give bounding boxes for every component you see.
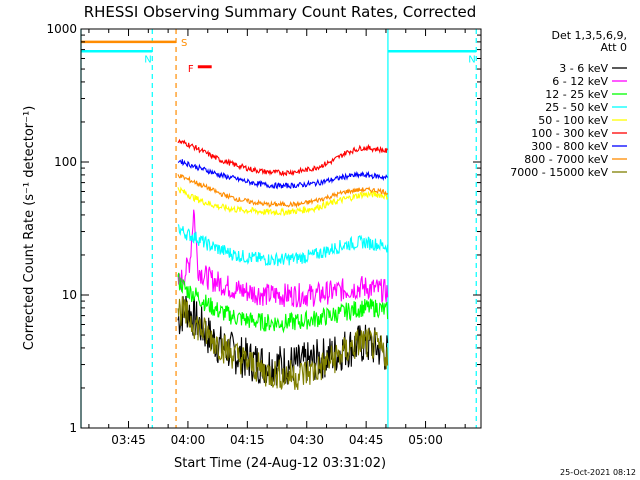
legend-label: 6 - 12 keV — [552, 75, 608, 88]
y-tick-label: 10 — [62, 288, 77, 302]
generated-timestamp: 25-Oct-2021 08:12 — [560, 468, 636, 477]
flag-label: F — [188, 64, 194, 75]
flag-bars: S N N F — [81, 38, 477, 75]
legend-label: 300 - 800 keV — [531, 140, 608, 153]
legend-label: 7000 - 15000 keV — [510, 166, 608, 179]
x-tick-label: 04:00 — [171, 433, 206, 447]
series-line — [177, 272, 389, 334]
series-line — [177, 159, 389, 190]
x-tick-label: 04:15 — [230, 433, 265, 447]
legend-label: 12 - 25 keV — [545, 88, 608, 101]
flag-label: N — [468, 54, 475, 65]
plot-frame — [80, 28, 482, 429]
series-line — [177, 186, 389, 217]
legend-label: 3 - 6 keV — [559, 62, 608, 75]
series-line — [177, 209, 389, 308]
flag-label: S — [181, 38, 187, 49]
axes: 03:45 04:00 04:15 04:30 04:45 05:00 1 10 100 1000 — [46, 22, 481, 447]
series-line — [177, 224, 389, 267]
x-tick-label: 04:30 — [289, 433, 324, 447]
series-line — [177, 174, 389, 209]
x-tick-label: 04:45 — [349, 433, 384, 447]
y-tick-label: 100 — [54, 155, 77, 169]
x-tick-label: 03:45 — [111, 433, 146, 447]
legend-label: 100 - 300 keV — [531, 127, 608, 140]
legend-label: 50 - 100 keV — [538, 114, 608, 127]
legend-label: 25 - 50 keV — [545, 101, 608, 114]
legend-label: 800 - 7000 keV — [524, 153, 608, 166]
y-tick-label: 1 — [69, 421, 77, 435]
y-tick-label: 1000 — [46, 22, 77, 36]
x-axis-label: Start Time (24-Aug-12 03:31:02) — [174, 456, 386, 471]
series-line — [177, 296, 389, 390]
data-series — [177, 138, 389, 390]
series-line — [177, 138, 389, 177]
legend-header: Det 1,3,5,6,9, — [551, 29, 627, 42]
legend-header: Att 0 — [601, 41, 627, 54]
y-axis-label: Corrected Count Rate (s⁻¹ detector⁻¹) — [22, 106, 37, 351]
flag-label: N — [144, 54, 151, 65]
chart-title: RHESSI Observing Summary Count Rates, Co… — [84, 3, 477, 21]
x-tick-label: 05:00 — [408, 433, 443, 447]
